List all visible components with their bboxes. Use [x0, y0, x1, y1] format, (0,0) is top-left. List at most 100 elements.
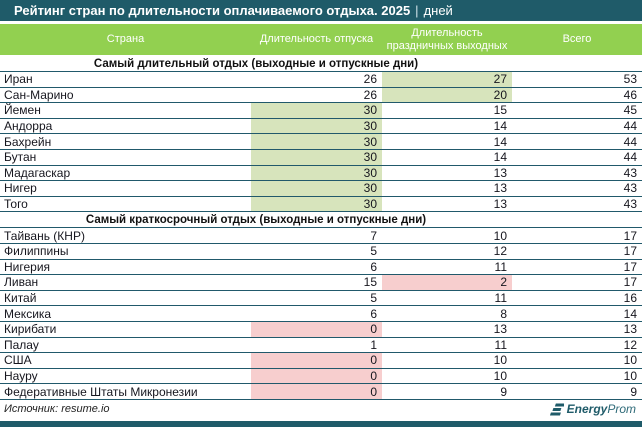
table-row: Науру 0 10 10	[0, 367, 642, 384]
cell-vacation-days: 0	[251, 384, 382, 399]
cell-country: Филиппины	[4, 244, 69, 259]
cell-vacation-days: 0	[251, 321, 382, 337]
table-row: Федеративные Штаты Микронезии 0 9 9	[0, 383, 642, 399]
table-row: Нигер 30 13 43	[0, 180, 642, 196]
cell-vacation-days: 30	[251, 196, 382, 212]
cell-country: Йемен	[4, 103, 41, 118]
cell-holiday-days: 14	[493, 119, 507, 134]
cell-total-days: 9	[630, 384, 637, 399]
footer: Источник: resume.io Energy Prom	[0, 398, 642, 419]
cell-total-days: 14	[623, 306, 637, 321]
cell-holiday-days: 11	[494, 291, 507, 306]
cell-country: Бахрейн	[4, 134, 52, 149]
cell-vacation-days: 30	[251, 149, 382, 165]
cell-holiday-days: 27	[382, 72, 512, 87]
cell-country: США	[4, 353, 32, 368]
table-row: США 0 10 10	[0, 352, 642, 368]
cell-country: Иран	[4, 72, 33, 87]
cell-holiday-days: 14	[493, 134, 507, 149]
cell-total-days: 43	[623, 197, 637, 212]
energyprom-e-icon	[549, 403, 564, 416]
title-text: Рейтинг стран по длительности оплачиваем…	[14, 3, 411, 18]
cell-total-days: 17	[623, 244, 637, 259]
section-header-label: Самый краткосрочный отдых (выходные и от…	[85, 213, 427, 226]
cell-vacation-days: 5	[370, 244, 377, 259]
cell-holiday-days: 13	[493, 165, 507, 180]
cell-holiday-days: 11	[494, 337, 507, 352]
section-header: Самый краткосрочный отдых (выходные и от…	[0, 211, 642, 227]
title-bar: Рейтинг стран по длительности оплачиваем…	[0, 0, 642, 21]
table-row: Тайвань (КНР) 7 10 17	[0, 227, 642, 243]
bottom-spacer	[0, 418, 642, 421]
cell-holiday-days: 11	[494, 259, 507, 274]
cell-holiday-days: 14	[493, 150, 507, 165]
bottom-bar	[0, 420, 642, 427]
column-header-country: Страна	[106, 33, 145, 46]
cell-country: Китай	[4, 291, 37, 306]
column-header-holidays-line1: Длительность	[411, 27, 483, 39]
cell-country: Федеративные Штаты Микронезии	[4, 384, 198, 399]
cell-holiday-days: 9	[500, 384, 507, 399]
cell-holiday-days: 12	[493, 244, 507, 259]
cell-country: Ливан	[4, 275, 39, 290]
title-separator: |	[415, 3, 419, 18]
cell-country: Мадагаскар	[4, 165, 71, 180]
cell-total-days: 44	[623, 119, 637, 134]
cell-total-days: 17	[623, 275, 637, 290]
cell-vacation-days: 30	[251, 134, 382, 149]
cell-total-days: 44	[623, 134, 637, 149]
table-row: Нигерия 6 11 17	[0, 258, 642, 275]
cell-total-days: 53	[623, 72, 637, 87]
table-body: Самый длительный отдых (выходные и отпус…	[0, 55, 642, 399]
cell-holiday-days: 13	[493, 197, 507, 212]
table-row: Йемен 30 15 45	[0, 102, 642, 118]
cell-vacation-days: 30	[251, 165, 382, 181]
cell-vacation-days: 26	[363, 72, 377, 87]
table-row: Мадагаскар 30 13 43	[0, 164, 642, 181]
table-row: Того 30 13 43	[0, 195, 642, 212]
cell-total-days: 12	[623, 337, 637, 352]
column-header-total: Всего	[562, 33, 592, 46]
cell-country: Мексика	[4, 306, 52, 321]
table-row: Китай 5 11 16	[0, 289, 642, 306]
cell-vacation-days: 0	[251, 368, 382, 384]
table-row: Ливан 15 2 17	[0, 274, 642, 290]
cell-vacation-days: 6	[370, 306, 377, 321]
cell-total-days: 13	[623, 322, 637, 337]
cell-vacation-days: 5	[370, 291, 377, 306]
cell-total-days: 46	[623, 87, 637, 102]
cell-country: Кирибати	[4, 322, 57, 337]
logo-text-bold: Energy	[566, 402, 608, 417]
cell-holiday-days: 13	[493, 322, 507, 337]
table-row: Филиппины 5 12 17	[0, 242, 642, 259]
cell-country: Палау	[4, 337, 39, 352]
cell-total-days: 43	[623, 181, 637, 196]
cell-vacation-days: 0	[251, 353, 382, 368]
cell-holiday-days: 10	[493, 228, 507, 243]
cell-country: Нигер	[4, 181, 37, 196]
cell-vacation-days: 1	[370, 337, 377, 352]
logo-text-regular: Prom	[607, 402, 636, 417]
cell-country: Того	[4, 197, 28, 212]
cell-holiday-days: 15	[493, 103, 507, 118]
cell-country: Андорра	[4, 119, 53, 134]
cell-holiday-days: 10	[493, 353, 507, 368]
cell-country: Сан-Марино	[4, 87, 74, 102]
cell-country: Тайвань (КНР)	[4, 228, 85, 243]
cell-country: Бутан	[4, 150, 37, 165]
table-header-row: Страна Длительность отпуска Длительность…	[0, 24, 642, 55]
title-unit: дней	[423, 3, 453, 18]
table-row: Кирибати 0 13 13	[0, 320, 642, 337]
cell-vacation-days: 30	[251, 103, 382, 118]
table-row: Бахрейн 30 14 44	[0, 133, 642, 149]
table-row: Сан-Марино 26 20 46	[0, 86, 642, 103]
table-row: Иран 26 27 53	[0, 71, 642, 87]
energyprom-logo: Energy Prom	[549, 402, 636, 417]
cell-holiday-days: 13	[493, 181, 507, 196]
cell-total-days: 16	[623, 291, 637, 306]
cell-vacation-days: 7	[370, 228, 377, 243]
column-header-holidays-line2: праздничных выходных	[386, 39, 508, 52]
section-header: Самый длительный отдых (выходные и отпус…	[0, 55, 642, 71]
cell-holiday-days: 20	[382, 87, 512, 103]
